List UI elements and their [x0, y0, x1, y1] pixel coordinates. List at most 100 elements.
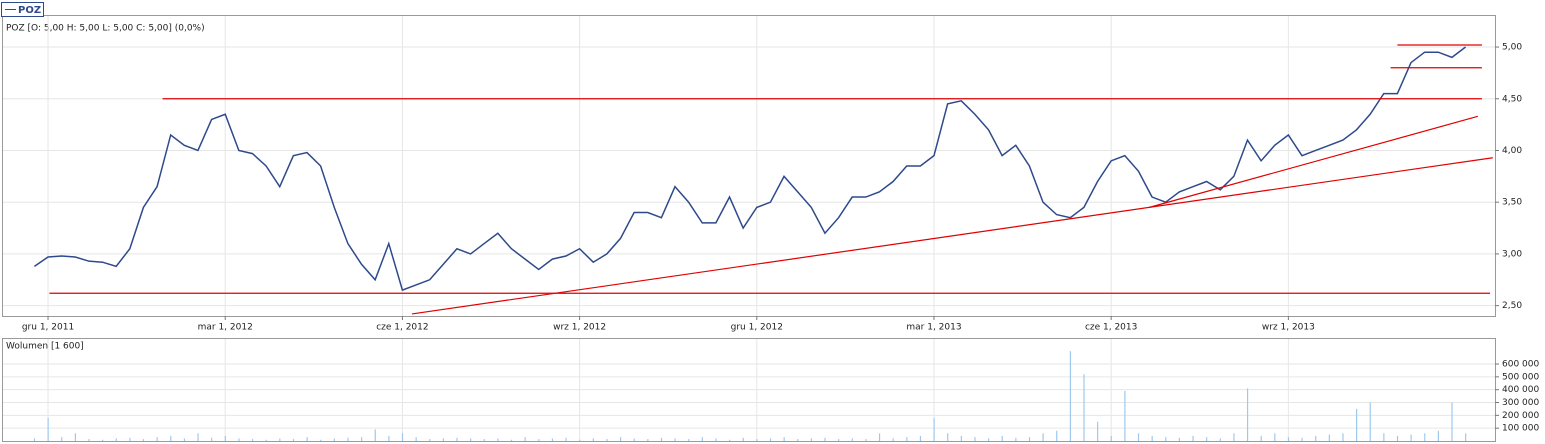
price-panel [2, 15, 1496, 317]
volume-bar [156, 437, 158, 441]
volume-bar [538, 439, 540, 441]
volume-bar [1056, 430, 1058, 441]
volume-bar [1042, 433, 1044, 441]
volume-bar [1342, 433, 1344, 441]
volume-bar [470, 438, 472, 441]
volume-bar [769, 438, 772, 441]
volume-bar [960, 435, 962, 441]
x-tick-label: mar 1, 2012 [198, 323, 253, 333]
volume-bar [47, 417, 49, 441]
y-tick-label: 600 000 [1502, 360, 1539, 370]
y-tick-label: 3,50 [1502, 198, 1522, 208]
volume-bar [1165, 437, 1167, 441]
volume-bar [715, 438, 717, 441]
volume-bar [1301, 437, 1303, 441]
volume-bar [1465, 433, 1467, 441]
volume-bar [183, 438, 186, 441]
volume-bar [1424, 433, 1426, 441]
volume-bar [442, 438, 444, 441]
chart-title: POZ [O: 5,00 H: 5,00 L: 5,00 C: 5,00] (0… [6, 24, 205, 34]
volume-bar [238, 438, 240, 441]
volume-title: Wolumen [1 600] [6, 342, 84, 352]
volume-bar [361, 437, 363, 441]
volume-bar [797, 439, 799, 441]
price-line [33, 46, 1467, 292]
volume-bar [1383, 433, 1385, 441]
volume-bar [1151, 435, 1153, 441]
volume-bar [783, 437, 785, 441]
volume-bar [592, 438, 594, 441]
volume-bar [1219, 438, 1221, 441]
volume-bar [33, 438, 36, 441]
volume-bar [729, 439, 731, 441]
volume-bar [756, 439, 758, 441]
volume-bar [1396, 435, 1399, 441]
volume-bar [1315, 435, 1317, 441]
drawn-line [411, 157, 1493, 315]
volume-bar [1328, 434, 1330, 441]
volume-bar [142, 439, 145, 441]
volume-bar [742, 437, 744, 441]
volume-bar [211, 437, 213, 441]
volume-bar [1015, 437, 1017, 441]
y-tick-label: 500 000 [1502, 372, 1539, 382]
volume-bar [388, 435, 390, 441]
y-tick-label: 2,50 [1502, 301, 1522, 311]
volume-bar [401, 433, 404, 441]
volume-bar [851, 438, 853, 441]
volume-bar [74, 433, 76, 441]
volume-bar [1097, 421, 1099, 441]
x-tick-label: mar 1, 2013 [906, 323, 961, 333]
volume-bar [1206, 437, 1208, 441]
volume-bar [1451, 402, 1453, 441]
volume-bar [88, 439, 90, 441]
volume-bar [1083, 374, 1085, 441]
volume-bar [1410, 434, 1412, 441]
volume-bar [456, 437, 458, 441]
volume-bar [579, 439, 581, 441]
volume-bar [415, 437, 417, 441]
volume-bar [1124, 390, 1126, 441]
volume-bar [1437, 430, 1439, 441]
volume-bar [1001, 435, 1003, 441]
volume-bar [551, 438, 554, 441]
volume-bar [892, 438, 894, 441]
volume-bar [1110, 435, 1112, 441]
volume-bar [510, 439, 513, 441]
volume-bar [1356, 408, 1358, 441]
volume-bar [306, 437, 308, 441]
volume-bar [429, 439, 431, 441]
legend-box[interactable] [1, 2, 44, 17]
volume-bar [524, 437, 526, 441]
x-tick-label: cze 1, 2013 [1085, 323, 1137, 333]
volume-bar [483, 439, 485, 441]
y-tick-label: 400 000 [1502, 385, 1539, 395]
volume-bar [688, 439, 690, 441]
legend-label[interactable]: POZ [18, 5, 41, 16]
volume-bar [1287, 437, 1290, 441]
volume-bar [674, 438, 676, 441]
volume-bar [1233, 433, 1235, 441]
volume-bar [919, 435, 922, 441]
volume-bar [647, 439, 649, 441]
volume-bar [265, 439, 267, 441]
y-tick-label: 200 000 [1502, 411, 1539, 421]
volume-bar [102, 439, 104, 441]
volume-bar [619, 437, 622, 441]
volume-bar [374, 429, 376, 441]
volume-bar [947, 433, 949, 441]
volume-bar [838, 439, 840, 441]
volume-bar [974, 437, 976, 441]
volume-bar [1178, 437, 1181, 441]
x-tick-label: gru 1, 2012 [731, 323, 783, 333]
x-tick-label: cze 1, 2012 [376, 323, 428, 333]
volume-bar [1192, 435, 1194, 441]
volume-bar [333, 438, 335, 441]
volume-bar [988, 438, 990, 441]
volume-bar [1069, 351, 1071, 441]
volume-bar [197, 433, 199, 441]
volume-bar [701, 437, 703, 441]
x-tick-label: gru 1, 2011 [22, 323, 74, 333]
